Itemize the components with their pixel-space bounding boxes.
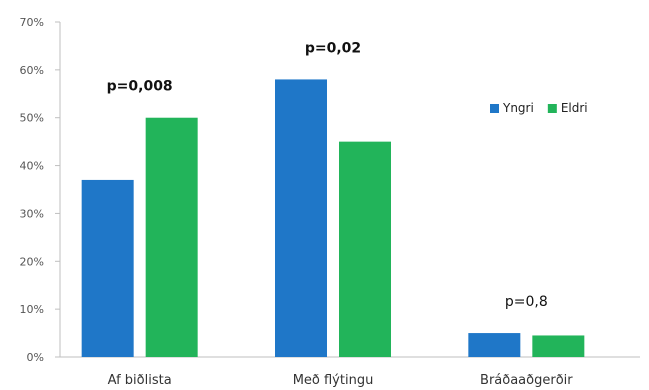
legend-label: Yngri: [502, 101, 534, 115]
y-tick-label: 20%: [20, 255, 44, 268]
y-tick-label: 40%: [20, 160, 44, 173]
bar-eldri-1: [145, 117, 198, 357]
p-value-annotation: p=0,008: [107, 79, 173, 95]
bar-yngri-1: [81, 179, 134, 357]
y-tick-label: 70%: [20, 16, 44, 29]
y-tick-label: 10%: [20, 303, 44, 316]
bar-eldri-2: [339, 141, 391, 357]
p-value-annotation: p=0,02: [305, 40, 361, 56]
x-category-label: Bráðaaðgerðir: [480, 373, 573, 388]
bar-eldri-3: [532, 335, 585, 357]
p-value-annotation: p=0,8: [505, 294, 548, 310]
y-tick-label: 30%: [20, 207, 44, 220]
bar-yngri-2: [275, 79, 327, 357]
x-category-label: Af biðlista: [108, 373, 172, 388]
legend-label: Eldri: [561, 101, 588, 115]
y-tick-label: 60%: [20, 64, 44, 77]
legend-swatch-yngri: [490, 104, 499, 113]
x-category-label: Með flýtingu: [293, 373, 374, 388]
legend-swatch-eldri: [547, 104, 557, 113]
y-tick-label: 50%: [20, 112, 44, 125]
y-tick-label: 0%: [27, 351, 44, 364]
bar-yngri-3: [468, 333, 521, 357]
